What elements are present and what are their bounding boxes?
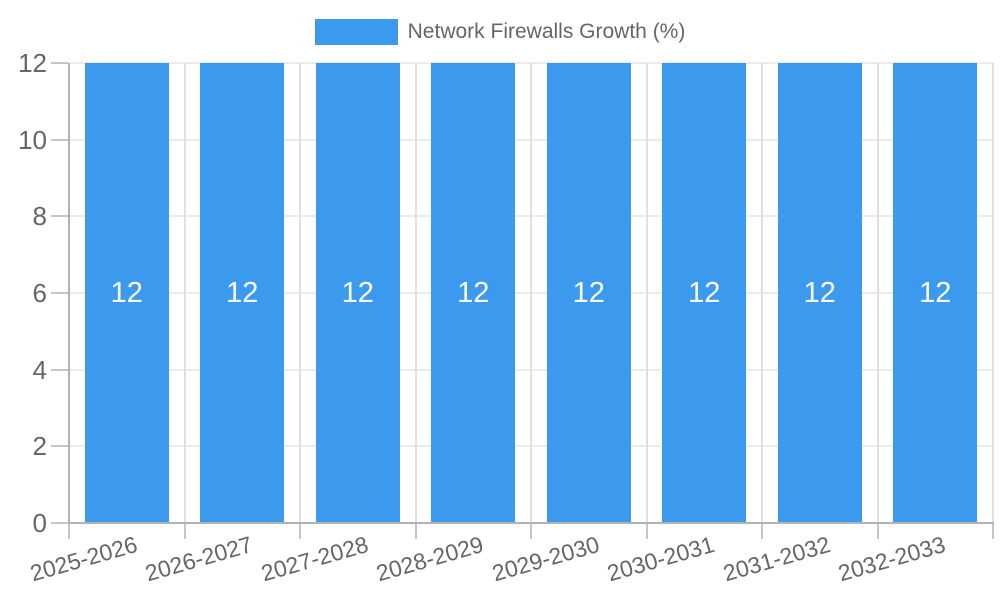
bar: 12 [662,63,747,523]
x-tick-label: 2031-2032 [720,531,833,587]
x-tick-mark [645,523,648,539]
x-tick-label: 2030-2031 [604,531,718,587]
bar: 12 [200,63,285,523]
x-tick-mark [992,523,994,539]
x-tick-label: 2028-2029 [373,531,487,587]
x-tick-mark [414,523,417,539]
y-tick-label: 12 [18,48,47,78]
x-gridline [183,63,186,523]
y-tick-label: 4 [32,354,47,385]
bar-value-label: 12 [226,277,259,309]
x-axis-line [68,522,994,524]
bar-value-label: 12 [110,277,143,309]
x-tick-mark [530,523,532,539]
legend-swatch [314,19,398,45]
y-tick-label: 6 [32,278,47,308]
y-tick-mark [51,445,68,448]
y-axis-line [68,63,70,523]
bar: 12 [893,63,978,523]
bar-value-label: 12 [803,277,836,309]
legend-label: Network Firewalls Growth (%) [407,20,686,43]
bar: 12 [315,63,400,523]
x-tick-label: 2027-2028 [258,531,371,587]
bar-value-label: 12 [341,277,374,309]
y-tick-mark [51,522,68,524]
x-tick-label: 2026-2027 [142,531,256,587]
x-tick-label: 2029-2030 [489,531,602,587]
x-gridline [876,63,879,523]
bar: 12 [777,63,862,523]
x-gridline [299,63,301,523]
bar: 12 [84,63,169,523]
y-tick-label: 0 [32,508,47,538]
bar: 12 [431,63,516,523]
plot-area: 12 12 12 12 12 12 12 12 [51,62,994,539]
x-gridline [530,63,532,523]
y-tick-label: 10 [18,124,47,155]
x-tick-label: 2032-2033 [835,531,949,587]
x-tick-mark [299,523,301,539]
x-tick-mark [761,523,763,539]
x-tick-mark [68,523,70,539]
bar-value-label: 12 [572,277,605,309]
y-tick-mark [51,138,68,141]
x-tick-mark [876,523,879,539]
x-tick-label: 2025-2026 [27,531,140,587]
x-gridline [992,63,994,523]
y-tick-mark [51,62,68,64]
y-tick-mark [51,215,68,218]
bar-value-label: 12 [688,277,721,309]
x-gridline [645,63,648,523]
y-tick-mark [51,368,68,371]
y-tick-mark [51,292,68,294]
y-tick-label: 2 [32,431,47,462]
x-gridline [761,63,763,523]
bar-value-label: 12 [919,277,952,309]
y-tick-label: 8 [32,201,47,232]
legend-item[interactable]: Network Firewalls Growth (%) [0,19,1000,45]
bar-value-label: 12 [457,277,490,309]
bar: 12 [546,63,631,523]
x-gridline [414,63,417,523]
x-tick-mark [183,523,186,539]
